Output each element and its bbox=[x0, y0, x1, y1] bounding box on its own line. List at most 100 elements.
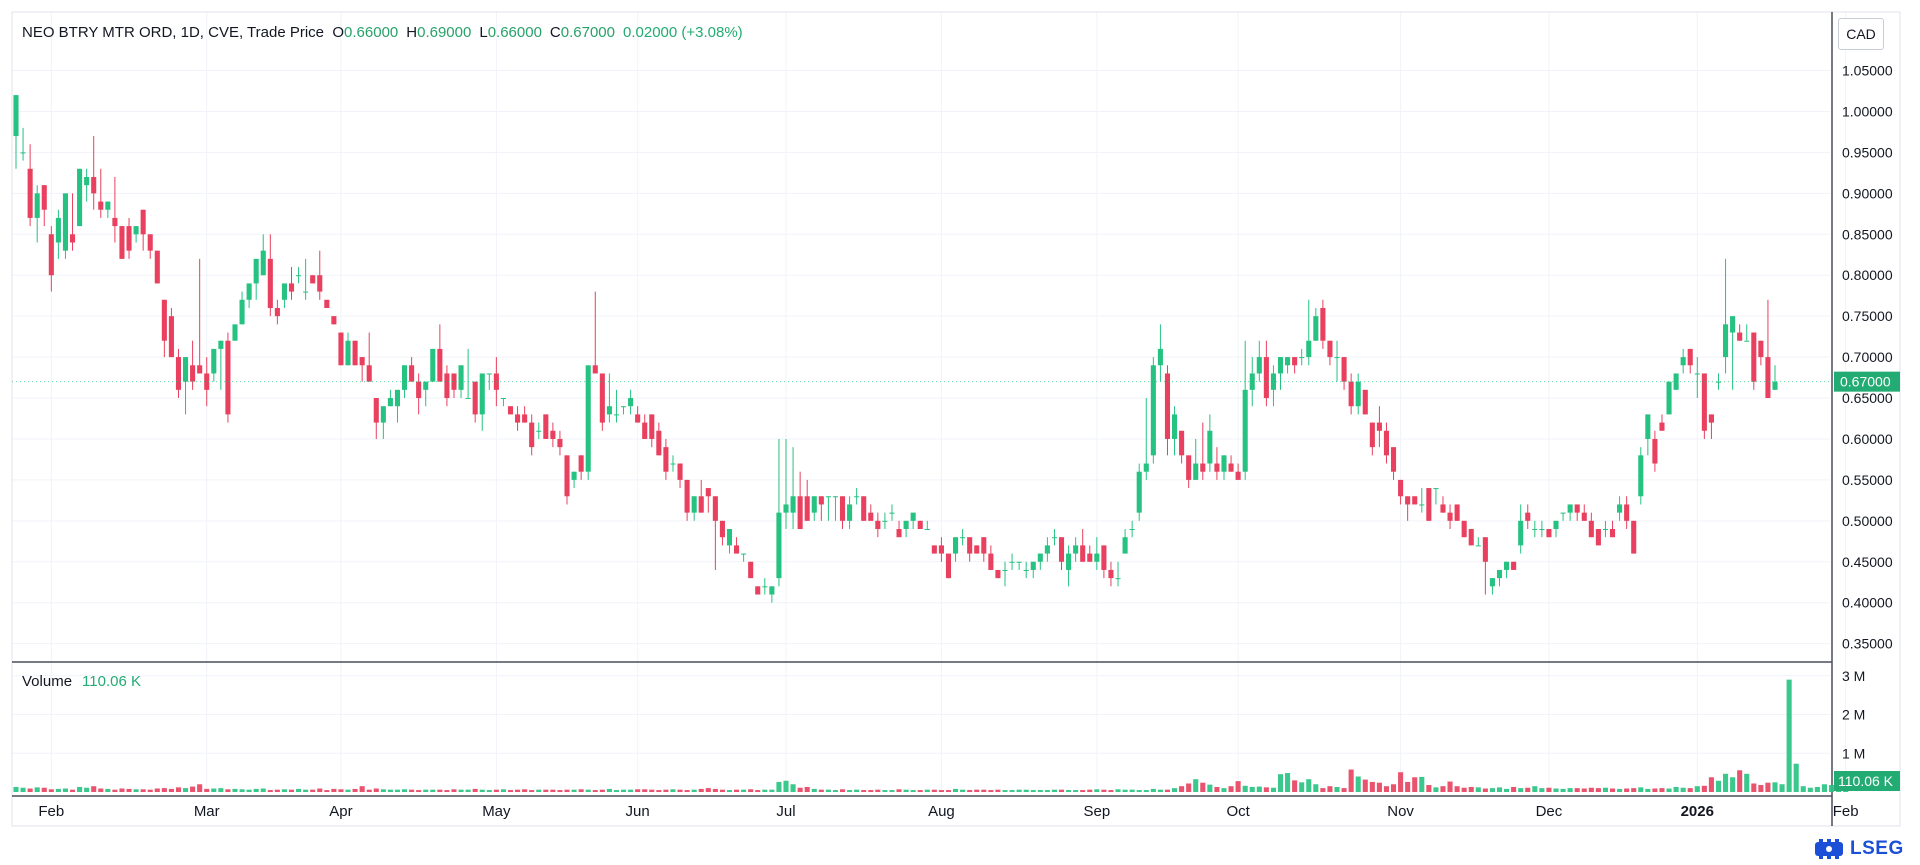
volume-bar bbox=[507, 790, 514, 792]
candle-body bbox=[317, 275, 323, 292]
volume-bar bbox=[1094, 789, 1100, 792]
volume-bar bbox=[529, 790, 535, 792]
volume-bar bbox=[557, 790, 563, 792]
time-tick-label: Jun bbox=[626, 803, 650, 820]
candle-body bbox=[1631, 520, 1637, 554]
volume-bar bbox=[705, 788, 711, 792]
time-tick-label: Feb bbox=[1833, 803, 1859, 820]
volume-bar bbox=[896, 789, 902, 792]
volume-bar bbox=[1023, 789, 1029, 792]
volume-bar bbox=[606, 788, 612, 792]
volume-bar bbox=[748, 789, 754, 792]
volume-bar bbox=[296, 788, 302, 792]
volume-bar bbox=[345, 789, 351, 792]
candle-body bbox=[430, 348, 436, 382]
volume-bar bbox=[1560, 788, 1566, 792]
candle-body bbox=[1058, 537, 1065, 562]
time-axis[interactable]: Feb Mar Apr May Jun Jul Aug Sep Oct Nov Dec 2026 Feb bbox=[38, 803, 1858, 820]
volume-bar bbox=[1270, 787, 1276, 792]
candle-body bbox=[1087, 553, 1093, 562]
volume-bar bbox=[161, 788, 167, 792]
candle-body bbox=[1186, 455, 1192, 480]
volume-bar bbox=[77, 786, 83, 792]
candle-body bbox=[1193, 463, 1199, 480]
volume-bar bbox=[274, 789, 280, 792]
volume-bar bbox=[889, 790, 895, 792]
volume-bar bbox=[1263, 787, 1269, 792]
candle-body bbox=[1560, 512, 1566, 514]
volume-bar bbox=[1412, 777, 1418, 792]
candle-body bbox=[1136, 471, 1142, 513]
volume-bar bbox=[734, 789, 740, 792]
candle-body bbox=[1617, 504, 1623, 513]
price-candles bbox=[13, 95, 1778, 603]
volume-bar bbox=[1659, 788, 1665, 792]
candle-body bbox=[1277, 357, 1284, 374]
volume-bar bbox=[628, 789, 634, 792]
volume-bar bbox=[1405, 781, 1411, 792]
candle-body bbox=[1624, 504, 1630, 521]
volume-bar bbox=[331, 788, 337, 792]
volume-bar bbox=[303, 789, 309, 792]
volume-bar bbox=[147, 789, 153, 792]
close-value: 0.67000 bbox=[560, 24, 615, 41]
candle-body bbox=[592, 365, 598, 374]
volume-axis[interactable]: 1 M 2 M 3 M 110.06 K bbox=[1834, 668, 1900, 791]
candle-body bbox=[1221, 455, 1227, 472]
volume-bar bbox=[1744, 773, 1750, 792]
volume-bar bbox=[359, 786, 365, 792]
price-tick-label: 0.65000 bbox=[1842, 390, 1893, 406]
candle-body bbox=[967, 537, 973, 554]
candle-body bbox=[988, 553, 994, 570]
candle-body bbox=[1207, 430, 1213, 464]
volume-bar bbox=[1518, 788, 1524, 792]
candle-body bbox=[790, 496, 796, 513]
candle-body bbox=[62, 193, 68, 251]
volume-bar bbox=[119, 788, 125, 792]
volume-bar bbox=[1087, 789, 1093, 792]
volume-bar bbox=[663, 789, 669, 792]
volume-bar bbox=[543, 789, 549, 792]
price-tick-label: 0.85000 bbox=[1842, 226, 1893, 242]
volume-bar bbox=[1390, 784, 1397, 792]
currency-button[interactable]: CAD bbox=[1838, 18, 1884, 50]
volume-bar bbox=[684, 790, 690, 792]
volume-bar bbox=[1058, 789, 1065, 792]
volume-bar bbox=[917, 790, 923, 792]
candle-body bbox=[670, 463, 676, 465]
volume-bar bbox=[776, 781, 782, 792]
price-axis[interactable]: 0.35000 0.40000 0.45000 0.50000 0.55000 0.600… bbox=[12, 63, 1900, 652]
candle-body bbox=[663, 447, 669, 472]
candle-body bbox=[945, 553, 952, 579]
volume-bar bbox=[1694, 786, 1700, 792]
volume-bar bbox=[1143, 790, 1149, 792]
volume-bar bbox=[1398, 772, 1404, 792]
candle-body bbox=[260, 250, 266, 276]
volume-bar bbox=[698, 788, 704, 792]
candle-body bbox=[1030, 561, 1036, 570]
candle-body bbox=[1108, 569, 1114, 579]
volume-bar bbox=[1786, 679, 1792, 792]
volume-bar bbox=[493, 789, 499, 792]
volume-bar bbox=[960, 789, 966, 792]
candle-body bbox=[656, 430, 662, 456]
candle-body bbox=[1171, 414, 1178, 439]
volume-bar bbox=[1511, 786, 1517, 792]
volume-bar bbox=[967, 790, 973, 792]
volume-bar bbox=[1009, 790, 1015, 792]
candle-body bbox=[882, 520, 888, 522]
candle-body bbox=[1532, 529, 1538, 531]
candle-body bbox=[168, 316, 174, 358]
volume-bar bbox=[839, 789, 846, 792]
candle-body bbox=[748, 561, 754, 579]
volume-bar bbox=[599, 789, 605, 792]
candle-body bbox=[981, 537, 987, 554]
candle-body bbox=[599, 373, 605, 423]
candle-body bbox=[91, 176, 97, 194]
candle-body bbox=[1567, 504, 1573, 513]
time-tick-label: Mar bbox=[194, 803, 220, 820]
volume-bar bbox=[253, 788, 259, 792]
candle-body bbox=[345, 340, 351, 366]
candle-body bbox=[1525, 512, 1531, 521]
